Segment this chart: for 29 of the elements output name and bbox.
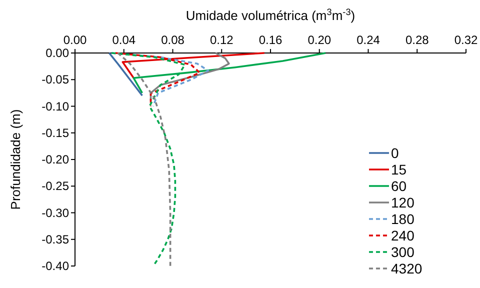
y-tick-label: -0.40 <box>42 259 70 273</box>
y-tick-label: -0.10 <box>42 99 70 114</box>
y-tick-label: 0.00 <box>46 46 70 60</box>
legend-label: 240 <box>391 228 415 244</box>
y-tick-label: -0.20 <box>42 152 70 166</box>
x-tick-label: 0.08 <box>161 33 185 47</box>
legend-label: 15 <box>391 162 407 178</box>
x-tick-label: 0.24 <box>356 33 380 47</box>
legend-label: 180 <box>391 211 415 227</box>
x-tick-label: 0.16 <box>258 33 282 47</box>
line-series <box>108 52 144 96</box>
legend-label: 120 <box>391 194 415 210</box>
x-tick-label: 0.00 <box>63 33 87 47</box>
y-axis-title: Profundidade (m) <box>8 109 23 210</box>
legend-label: 300 <box>391 244 415 260</box>
legend-label: 0 <box>391 145 399 161</box>
y-tick-label: -0.35 <box>42 232 70 246</box>
x-tick-label: 0.20 <box>308 33 332 47</box>
legend-label: 60 <box>391 178 407 194</box>
x-tick-label: 0.28 <box>405 33 430 47</box>
y-tick-label: -0.05 <box>42 72 70 87</box>
x-tick-label: 0.04 <box>112 33 136 47</box>
legend-label: 4320 <box>391 260 422 276</box>
y-tick-label: -0.25 <box>42 179 70 194</box>
y-tick-label: -0.15 <box>42 126 70 140</box>
x-tick-label: 0.12 <box>210 33 234 47</box>
y-tick-label: -0.30 <box>42 206 70 220</box>
x-axis-title: Umidade volumétrica (m$^{3}$m$^{-3}$) <box>186 7 356 23</box>
x-tick-label: 0.32 <box>454 33 478 47</box>
